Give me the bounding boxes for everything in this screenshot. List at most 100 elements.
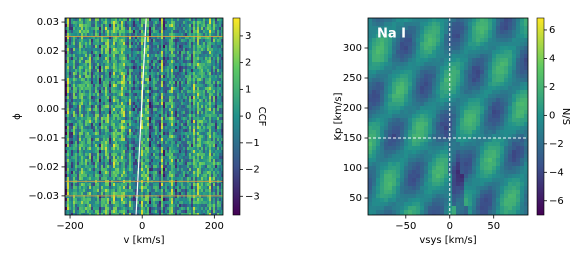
heatmap-cell	[103, 78, 105, 81]
heatmap-cell	[109, 72, 111, 75]
heatmap-cell	[103, 63, 105, 66]
heatmap-cell	[207, 129, 209, 132]
heatmap-cell	[109, 177, 111, 180]
heatmap-cell	[189, 147, 191, 150]
heatmap-cell	[125, 138, 127, 141]
heatmap-cell	[133, 39, 135, 42]
heatmap-cell	[209, 126, 211, 129]
heatmap-cell	[163, 63, 165, 66]
heatmap-cell	[121, 174, 123, 177]
heatmap-cell	[149, 18, 151, 21]
heatmap-cell	[131, 108, 133, 111]
heatmap-cell	[147, 174, 149, 177]
heatmap-cell	[153, 93, 155, 96]
heatmap-cell	[131, 69, 133, 72]
heatmap-cell	[105, 117, 107, 120]
heatmap-cell	[149, 159, 151, 162]
heatmap-cell	[155, 42, 157, 45]
heatmap-cell	[71, 186, 73, 189]
heatmap-cell	[211, 159, 213, 162]
heatmap-cell	[149, 27, 151, 30]
heatmap-cell	[153, 78, 155, 81]
heatmap-cell	[77, 159, 79, 162]
heatmap-cell	[215, 96, 217, 99]
heatmap-cell	[159, 174, 161, 177]
heatmap-cell	[121, 75, 123, 78]
heatmap-cell	[189, 48, 191, 51]
heatmap-cell	[77, 66, 79, 69]
heatmap-cell	[67, 51, 69, 54]
heatmap-cell	[213, 141, 215, 144]
heatmap-cell	[113, 87, 115, 90]
heatmap-cell	[89, 72, 91, 75]
heatmap-cell	[203, 96, 205, 99]
heatmap-cell	[153, 39, 155, 42]
heatmap-cell	[115, 78, 117, 81]
heatmap-cell	[81, 72, 83, 75]
heatmap-cell	[93, 162, 95, 165]
heatmap-cell	[89, 120, 91, 123]
heatmap-cell	[119, 45, 121, 48]
heatmap-cell	[133, 210, 135, 213]
heatmap-cell	[165, 162, 167, 165]
heatmap-cell	[163, 96, 165, 99]
heatmap-cell	[197, 186, 199, 189]
heatmap-cell	[163, 108, 165, 111]
heatmap-cell	[173, 54, 175, 57]
heatmap-cell	[155, 69, 157, 72]
heatmap-cell	[97, 123, 99, 126]
heatmap-cell	[205, 114, 207, 117]
heatmap-cell	[209, 123, 211, 126]
heatmap-cell	[87, 147, 89, 150]
heatmap-cell	[149, 21, 151, 24]
heatmap-cell	[89, 90, 91, 93]
heatmap-cell	[107, 159, 109, 162]
heatmap-cell	[189, 123, 191, 126]
heatmap-cell	[195, 99, 197, 102]
heatmap-cell	[209, 153, 211, 156]
heatmap-cell	[77, 132, 79, 135]
heatmap-cell	[87, 105, 89, 108]
heatmap-cell	[173, 117, 175, 120]
heatmap-cell	[109, 147, 111, 150]
heatmap-cell	[157, 63, 159, 66]
heatmap-cell	[97, 126, 99, 129]
heatmap-cell	[135, 24, 137, 27]
heatmap-cell	[95, 162, 97, 165]
heatmap-cell	[181, 174, 183, 177]
heatmap-cell	[165, 63, 167, 66]
heatmap-cell	[109, 45, 111, 48]
heatmap-cell	[173, 159, 175, 162]
heatmap-cell	[209, 192, 211, 195]
heatmap-cell	[155, 87, 157, 90]
heatmap-cell	[117, 78, 119, 81]
heatmap-cell	[79, 81, 81, 84]
heatmap-cell	[131, 54, 133, 57]
heatmap-cell	[177, 69, 179, 72]
heatmap-cell	[71, 150, 73, 153]
heatmap-cell	[147, 39, 149, 42]
heatmap-cell	[183, 156, 185, 159]
heatmap-cell	[147, 177, 149, 180]
heatmap-cell	[191, 117, 193, 120]
heatmap-cell	[91, 102, 93, 105]
heatmap-cell	[179, 117, 181, 120]
heatmap-cell	[155, 96, 157, 99]
heatmap-cell	[205, 192, 207, 195]
heatmap-cell	[173, 39, 175, 42]
heatmap-cell	[99, 75, 101, 78]
heatmap-cell	[73, 75, 75, 78]
heatmap-cell	[211, 33, 213, 36]
heatmap-cell	[157, 177, 159, 180]
heatmap-cell	[187, 123, 189, 126]
heatmap-cell	[201, 27, 203, 30]
heatmap-cell	[83, 111, 85, 114]
heatmap-cell	[127, 105, 129, 108]
heatmap-cell	[129, 192, 131, 195]
heatmap-cell	[175, 96, 177, 99]
heatmap-cell	[189, 156, 191, 159]
heatmap-cell	[71, 81, 73, 84]
heatmap-cell	[167, 159, 169, 162]
heatmap-cell	[205, 147, 207, 150]
heatmap-cell	[203, 147, 205, 150]
